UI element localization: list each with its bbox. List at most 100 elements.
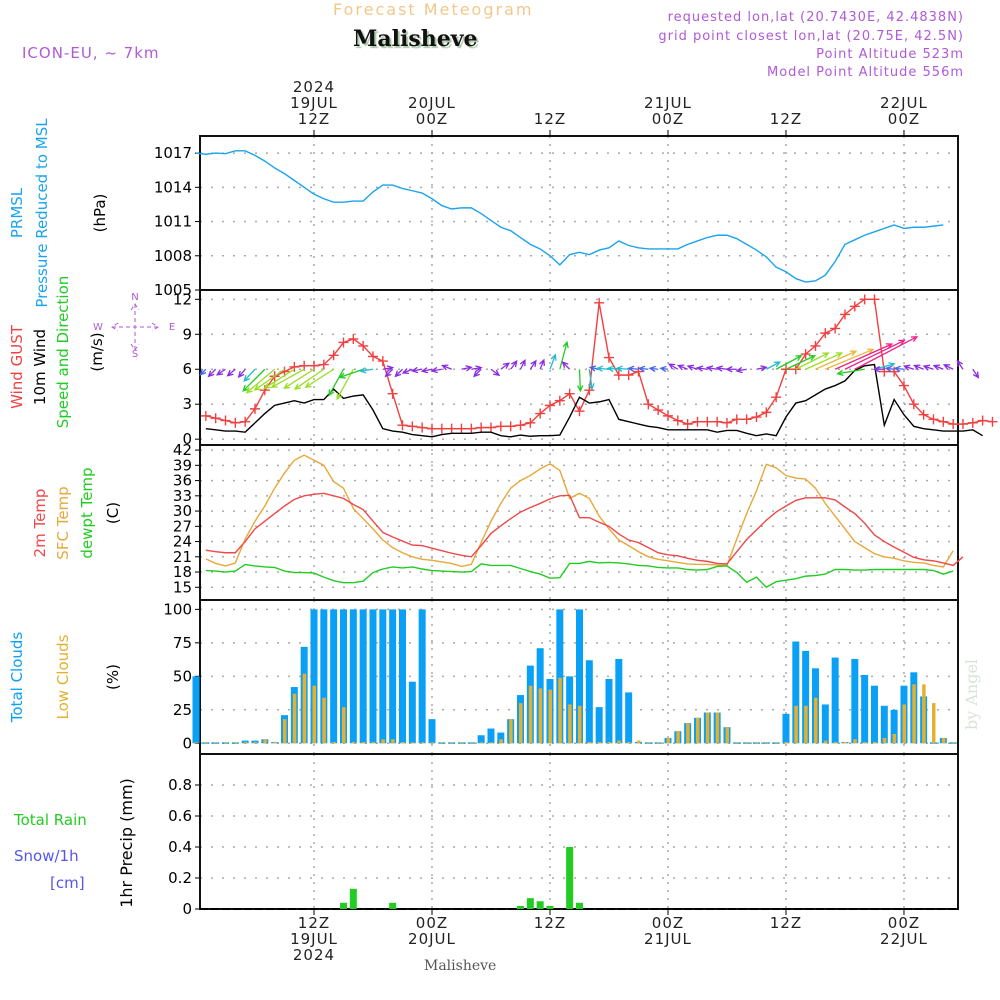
y-tick-label: 0 <box>182 900 192 918</box>
low-cloud-bar <box>774 742 779 744</box>
wind-direction-arrow <box>884 365 895 373</box>
total-cloud-bar <box>320 609 328 744</box>
wind-direction-arrow <box>549 353 557 370</box>
wind-direction-arrow <box>382 365 395 372</box>
wind-direction-arrow <box>440 364 452 371</box>
wind-direction-arrow <box>836 368 865 377</box>
total-cloud-bar <box>349 609 357 744</box>
wind-direction-arrow <box>667 363 679 370</box>
gust-marker <box>849 301 860 312</box>
gust-marker <box>869 294 880 305</box>
gust-marker <box>436 423 447 434</box>
low-cloud-bar <box>843 741 847 744</box>
bottom-axis-label: 00Z <box>652 914 684 932</box>
temp-2m-label: 2m Temp <box>31 489 49 558</box>
top-axis-label: 20JUL <box>408 94 456 112</box>
top-axis-label: 00Z <box>888 110 920 128</box>
gust-marker <box>977 415 988 426</box>
low-cloud-bar <box>754 742 759 744</box>
wind-unit-label: (m/s) <box>88 332 106 371</box>
low-cloud-bar <box>882 737 887 744</box>
low-cloud-bar <box>784 741 788 744</box>
total-cloud-bar <box>310 609 318 744</box>
top-axis-label: 12Z <box>770 110 802 128</box>
precip-ylabel: 1hr Precip (mm) <box>117 778 136 908</box>
temp-unit-label: (C) <box>104 502 122 524</box>
total-cloud-bar <box>575 609 583 744</box>
low-cloud-bar <box>263 739 267 744</box>
y-tick-label: 36 <box>173 472 192 490</box>
temp-2m-line <box>205 492 964 567</box>
rain-bar <box>566 847 574 909</box>
total-cloud-bar <box>880 705 888 744</box>
total-cloud-bar <box>369 609 377 744</box>
wind-direction-arrow <box>815 350 858 370</box>
gust-marker <box>328 350 339 361</box>
wind-direction-arrow <box>242 368 266 392</box>
gust-marker <box>348 333 359 344</box>
wind-direction-arrow <box>226 368 236 377</box>
low-cloud-bar <box>715 712 720 744</box>
gust-marker <box>505 421 516 432</box>
wind-direction-arrow <box>825 348 875 370</box>
total-cloud-bar <box>585 660 593 744</box>
panel-frame-precip <box>199 753 959 910</box>
total-cloud-bar <box>605 679 613 744</box>
low-cloud-bar <box>243 741 248 744</box>
wind-direction-arrow <box>676 364 688 371</box>
top-axis-label: 00Z <box>652 110 684 128</box>
low-cloud-bar <box>823 740 828 744</box>
gust-marker <box>594 297 605 308</box>
wind-gust-label: Wind GUST <box>8 324 26 409</box>
wind-direction-arrow <box>922 364 934 371</box>
total-cloud-bar <box>782 713 790 744</box>
total-cloud-bar <box>192 676 200 744</box>
wind-direction-arrow <box>243 368 256 383</box>
rain-bar <box>536 901 544 909</box>
wind-10m-label: 10m Wind <box>31 329 49 405</box>
low-cloud-bar <box>538 688 543 744</box>
wind-direction-arrow <box>283 368 315 389</box>
bottom-axis-label: 00Z <box>416 914 448 932</box>
wind-direction-arrow <box>695 365 708 372</box>
total-cloud-bar <box>428 719 436 744</box>
clouds-low-label: Low Clouds <box>54 634 72 719</box>
low-cloud-bar <box>656 742 661 744</box>
wind-direction-arrow <box>561 361 571 370</box>
chart-subtitle: Forecast Meteogram <box>333 0 534 19</box>
gust-marker <box>662 410 673 421</box>
gust-marker <box>908 399 919 410</box>
y-tick-label: 75 <box>173 634 192 652</box>
y-tick-label: 0 <box>182 734 192 752</box>
wind-direction-arrow <box>270 368 305 388</box>
total-cloud-bar <box>802 650 810 744</box>
low-cloud-bar <box>361 741 366 744</box>
rain-bar <box>546 905 554 909</box>
low-cloud-bar <box>745 742 749 744</box>
low-cloud-bar <box>322 697 326 744</box>
low-cloud-bar <box>636 740 641 744</box>
low-cloud-bar <box>577 705 582 744</box>
low-cloud-bar <box>853 739 857 744</box>
wind-direction-arrow <box>529 359 537 370</box>
gust-marker <box>987 416 998 427</box>
gust-marker <box>603 352 614 363</box>
wind-direction-arrow <box>972 368 980 379</box>
top-axis-label: 12Z <box>534 110 566 128</box>
station-title: Malisheve <box>353 26 478 52</box>
gust-marker <box>574 406 585 417</box>
gust-marker <box>623 370 634 381</box>
wind-direction-arrow <box>637 365 649 373</box>
gust-marker <box>800 349 811 360</box>
wind-direction-arrow <box>756 365 768 372</box>
sfc-temp-line <box>205 454 954 568</box>
bottom-axis-label: 12Z <box>298 914 330 932</box>
low-cloud-bar <box>302 673 307 744</box>
total-cloud-bar <box>821 704 829 744</box>
compass-rose-icon <box>111 303 159 351</box>
gust-marker <box>859 294 870 305</box>
wind-direction-arrow <box>648 365 659 373</box>
low-cloud-bar <box>941 737 946 744</box>
gust-marker <box>938 416 949 427</box>
